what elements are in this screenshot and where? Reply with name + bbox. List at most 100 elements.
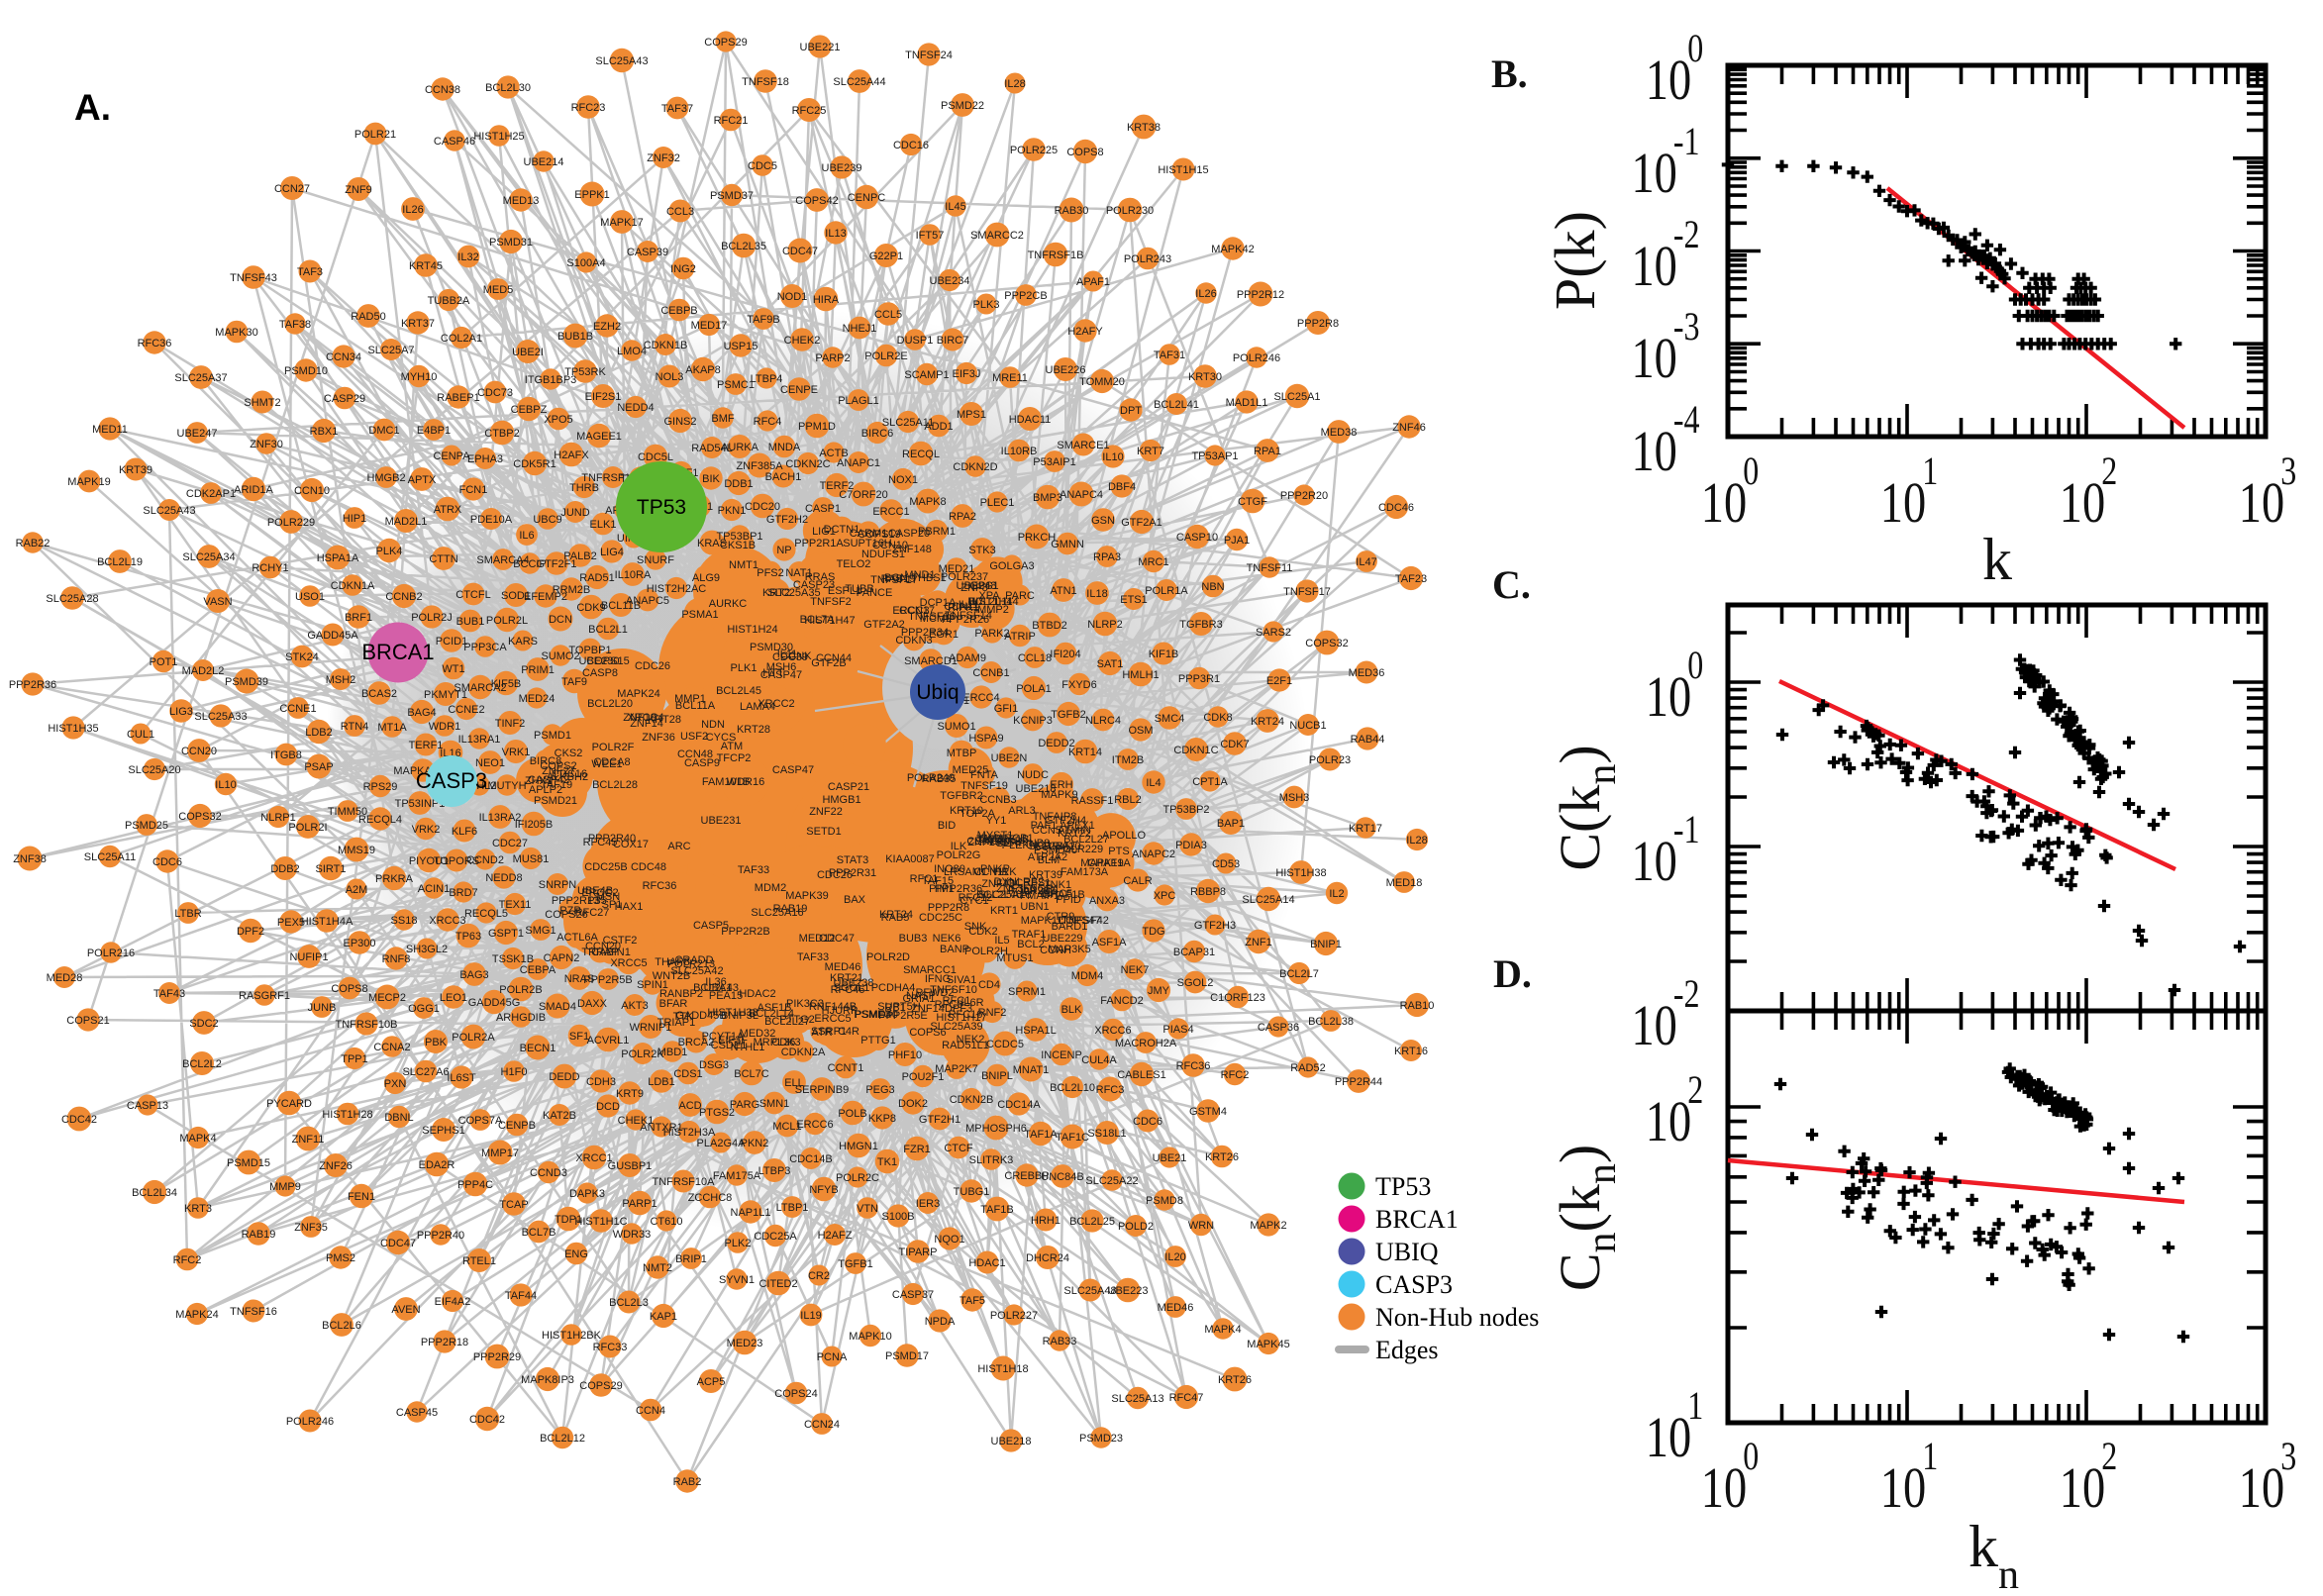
svg-text:GSTM4: GSTM4 [1189,1106,1227,1118]
svg-text:COPS47: COPS47 [1058,915,1100,927]
svg-text:TP53: TP53 [1375,1172,1431,1201]
svg-text:SMG1: SMG1 [525,925,556,937]
svg-text:BCL7B: BCL7B [522,1227,556,1239]
svg-text:CDKN3: CDKN3 [895,635,932,647]
svg-text:CUL4A: CUL4A [1081,1054,1117,1066]
svg-text:PPID: PPID [1056,894,1081,906]
svg-text:POLR243: POLR243 [1124,253,1171,265]
svg-text:PPP2R20: PPP2R20 [1280,490,1328,502]
svg-text:CCL3: CCL3 [666,206,694,218]
svg-text:APOLLO: APOLLO [1102,830,1146,842]
svg-text:TGFB1: TGFB1 [838,1258,872,1270]
svg-text:TPP1: TPP1 [341,1053,368,1065]
svg-text:CCND2: CCND2 [466,854,504,866]
svg-text:BAG4: BAG4 [407,707,436,719]
svg-text:CASP8: CASP8 [582,667,618,679]
svg-text:CCL18: CCL18 [1018,652,1052,664]
svg-text:COPS24: COPS24 [774,1388,817,1400]
svg-text:NOL3: NOL3 [656,371,684,383]
svg-text:DUSP1: DUSP1 [897,335,934,347]
svg-text:RAB5: RAB5 [881,912,910,924]
svg-text:ALG9: ALG9 [692,572,720,584]
svg-text:HTT: HTT [762,667,784,679]
svg-text:POLR2A: POLR2A [452,1032,495,1044]
svg-text:IL13RA1: IL13RA1 [458,734,501,746]
svg-text:PSMA1: PSMA1 [681,609,718,621]
svg-text:NDUFS1: NDUFS1 [861,549,905,560]
svg-text:TP53AP1: TP53AP1 [1191,450,1238,462]
svg-text:BCL2L35: BCL2L35 [721,241,766,252]
svg-text:PPP2R18: PPP2R18 [421,1337,468,1348]
svg-text:SMARCE1: SMARCE1 [1057,440,1109,451]
svg-text:ATM: ATM [721,741,743,752]
svg-text:PPP2CB: PPP2CB [1004,290,1047,302]
svg-text:IL18: IL18 [1086,588,1107,600]
svg-text:KRT37: KRT37 [401,318,435,330]
svg-text:PPP3CA: PPP3CA [463,642,507,653]
svg-text:BMP3: BMP3 [1033,492,1062,504]
svg-text:ZNF26: ZNF26 [319,1160,353,1172]
svg-text:PIK3C3: PIK3C3 [786,998,824,1010]
svg-text:CASP3: CASP3 [416,768,487,793]
svg-text:NMT1: NMT1 [729,559,758,571]
svg-text:PSMD1: PSMD1 [534,730,571,742]
svg-text:CASP13: CASP13 [127,1100,168,1112]
svg-text:RFC27: RFC27 [575,907,610,919]
svg-text:IFI204: IFI204 [1050,648,1080,660]
svg-text:HIST2H2AC: HIST2H2AC [647,583,707,595]
svg-text:UBE214: UBE214 [524,156,564,168]
svg-text:FEN1: FEN1 [348,1191,375,1203]
svg-text:KRT38: KRT38 [1127,122,1161,134]
svg-text:POLR2B: POLR2B [499,984,542,996]
svg-text:SLC25A20: SLC25A20 [128,764,180,776]
svg-text:XRCC6: XRCC6 [1094,1025,1131,1037]
svg-text:PMAIP1: PMAIP1 [1020,890,1060,902]
svg-text:TNFSF24: TNFSF24 [905,50,953,61]
svg-text:CDC47: CDC47 [380,1238,416,1249]
svg-text:RAB44: RAB44 [1351,734,1385,746]
svg-text:TAF38: TAF38 [279,319,311,331]
svg-text:PEX5: PEX5 [277,917,305,929]
svg-text:CCN48: CCN48 [677,748,713,760]
svg-text:Edges: Edges [1375,1336,1439,1364]
svg-text:RFC46: RFC46 [831,984,865,996]
svg-text:TDP1: TDP1 [555,1214,582,1226]
svg-text:CENPE: CENPE [780,384,818,396]
svg-text:UBE218: UBE218 [1016,783,1057,795]
svg-text:NASP: NASP [906,990,936,1002]
svg-text:EIF3F: EIF3F [718,1035,748,1047]
svg-text:BGN: BGN [884,572,908,584]
svg-text:HSPA1A: HSPA1A [317,552,359,564]
svg-text:PEA15: PEA15 [709,990,743,1002]
svg-text:BCL2L27: BCL2L27 [764,1016,810,1028]
svg-text:EGR1: EGR1 [929,629,959,641]
svg-text:PARK2: PARK2 [974,628,1009,640]
svg-text:YY1: YY1 [986,815,1007,827]
svg-text:CHAF1A: CHAF1A [1087,857,1131,869]
svg-text:ANAPC4: ANAPC4 [1060,489,1103,501]
svg-text:ZNF1: ZNF1 [1245,937,1272,948]
svg-text:CDK3: CDK3 [771,1037,800,1048]
svg-text:PPP2R29: PPP2R29 [473,1351,521,1363]
svg-text:KRT2: KRT2 [762,587,790,599]
svg-text:MAPK24: MAPK24 [175,1309,218,1321]
svg-text:HJURP: HJURP [822,1005,858,1017]
svg-text:HIST1H33: HIST1H33 [707,1007,758,1019]
svg-text:PTTG2: PTTG2 [779,1014,814,1026]
svg-text:CDC25A: CDC25A [754,1231,797,1243]
svg-text:COPS7A: COPS7A [458,1115,503,1127]
svg-text:XPO5: XPO5 [544,414,572,426]
svg-text:RAD50: RAD50 [351,311,385,323]
svg-text:IL10RA: IL10RA [615,569,652,581]
svg-text:POLR240: POLR240 [907,772,955,784]
svg-text:MAPK2: MAPK2 [1250,1220,1286,1232]
svg-text:C.: C. [1492,562,1531,607]
svg-text:CDC47: CDC47 [819,933,855,945]
svg-text:UBA1: UBA1 [704,982,733,994]
svg-text:DDB2: DDB2 [270,863,299,875]
svg-text:PCID1: PCID1 [436,636,467,648]
svg-text:LMO4: LMO4 [617,346,647,357]
svg-text:PARP2: PARP2 [815,352,850,364]
svg-text:RB1: RB1 [884,1002,905,1014]
svg-text:TAF23: TAF23 [1395,573,1427,585]
